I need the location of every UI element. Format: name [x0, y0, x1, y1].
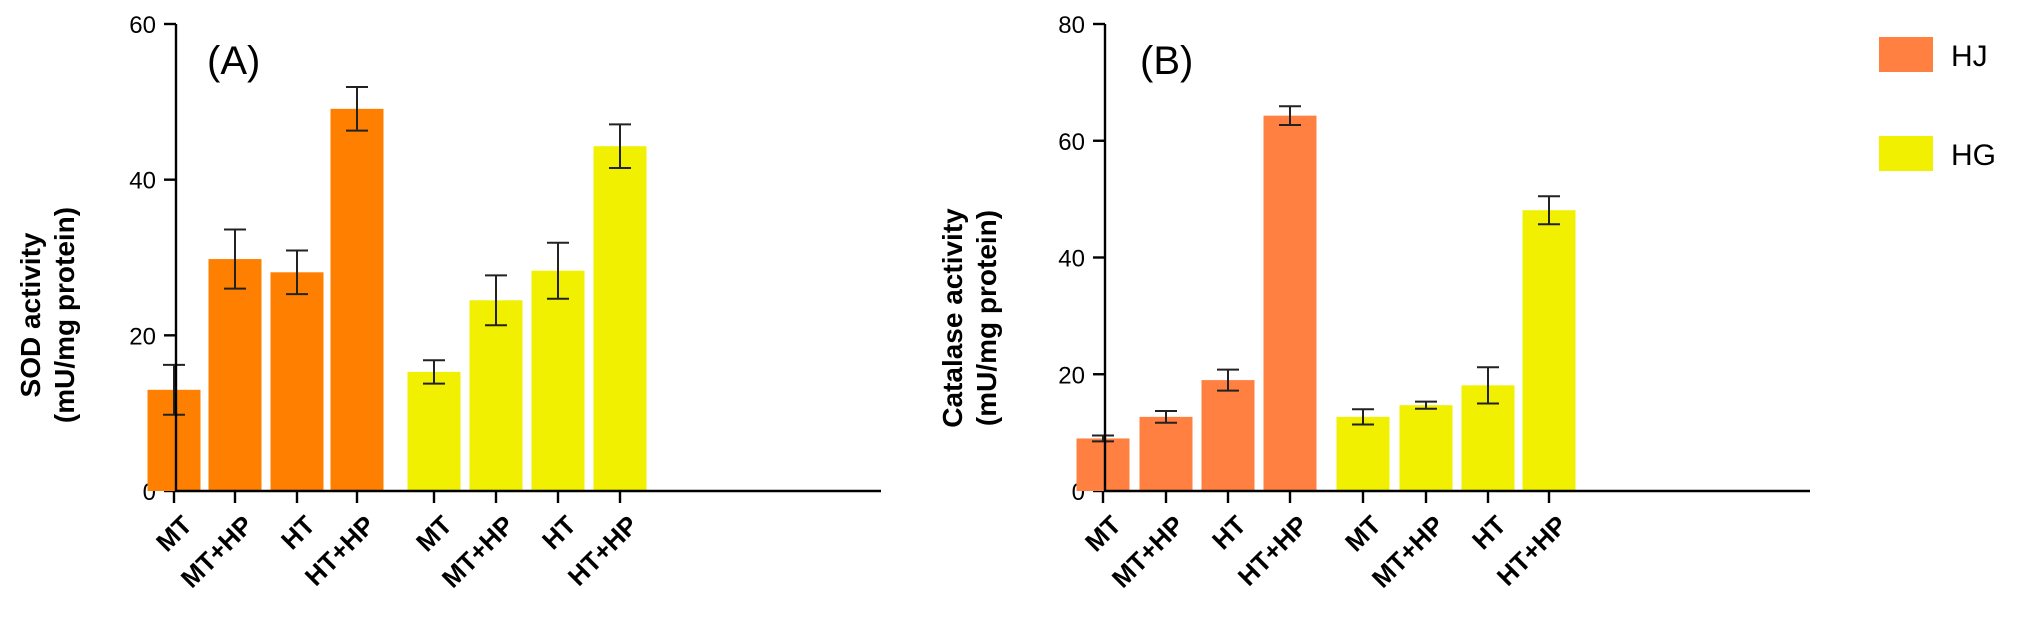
- panel-b-category-label: MT: [1079, 510, 1127, 558]
- panel-b-bars: [1076, 105, 1576, 492]
- legend-label-hj: HJ: [1951, 40, 1988, 73]
- panel-a-ytick-label: 40: [129, 168, 156, 195]
- panel-b-error-bar: [1279, 105, 1301, 126]
- panel-a-error-bar: [286, 249, 308, 296]
- legend-item-hj: HJ: [1879, 37, 1988, 73]
- panel-b-error-bar: [1352, 408, 1374, 426]
- panel-b-category-label: HT+HP: [1232, 510, 1314, 592]
- panel-b-bar-hj-mt: [1076, 438, 1130, 491]
- panel-a-error-bar: [485, 274, 507, 327]
- panel-b-bar-hg-mt: [1336, 416, 1390, 491]
- panel-b-bar-hj-ht: [1201, 380, 1255, 491]
- panel-a-error-bar: [547, 241, 569, 300]
- panel-b-ytick-label: 40: [1058, 246, 1085, 273]
- panel-a-category-label: MT: [410, 510, 458, 558]
- panel-a-error-bar: [423, 359, 445, 385]
- panel-a-category-label: HT+HP: [562, 510, 644, 592]
- panel-b-category-label: HT: [1466, 510, 1512, 556]
- panel-b-bar-hg-mt-hp: [1399, 405, 1453, 491]
- panel-b-ylabel-line2: (mU/mg protein): [971, 210, 1002, 426]
- legend: HJ HG: [1879, 37, 1996, 172]
- panel-b-error-bar: [1092, 434, 1114, 443]
- panel-a-category-label: HT: [275, 510, 321, 556]
- panel-b-bar-hj-ht-hp: [1263, 115, 1317, 492]
- panel-a-ylabel-line2: (mU/mg protein): [49, 207, 80, 423]
- panel-a-label: (A): [207, 39, 260, 83]
- panel-b-error-bar: [1415, 400, 1437, 410]
- panel-b-label: (B): [1140, 39, 1193, 83]
- panel-a-error-bar: [224, 228, 246, 290]
- legend-item-hg: HG: [1879, 136, 1996, 172]
- panel-a-bar-hg-ht-hp: [593, 146, 647, 491]
- panel-b-error-bar: [1155, 410, 1177, 424]
- panel-a-category-label: HT: [536, 510, 582, 556]
- panel-a-error-bar: [163, 363, 185, 416]
- panel-b-error-bar: [1538, 195, 1560, 226]
- panel-b-category-label: MT+HP: [1106, 510, 1190, 594]
- panel-a-ytick-label: 60: [129, 12, 156, 39]
- panel-a-bar-hg-mt-hp: [469, 300, 523, 491]
- panel-a-bars: [147, 86, 647, 492]
- panel-b-ytick-label: 60: [1058, 129, 1085, 156]
- panel-b-ylabel-line1: Catalase activity: [937, 208, 968, 428]
- panel-b-category-label: MT+HP: [1366, 510, 1450, 594]
- legend-swatch-hg: [1879, 136, 1933, 171]
- panel-b-category-label: HT+HP: [1491, 510, 1573, 592]
- panel-a-ylabel-line1: SOD activity: [15, 232, 46, 397]
- panel-a-bar-hg-mt: [407, 371, 461, 491]
- panel-b-error-bar: [1217, 368, 1239, 392]
- legend-label-hg: HG: [1951, 139, 1996, 172]
- panel-b-bar-hj-mt-hp: [1139, 416, 1193, 491]
- panel-a-error-bar: [609, 123, 631, 169]
- panel-b-category-label: MT: [1339, 510, 1387, 558]
- panel-a-category-label: MT: [150, 510, 198, 558]
- panel-b-ytick-label: 20: [1058, 362, 1085, 389]
- panel-a-error-bar: [346, 86, 368, 132]
- panel-a-bar-hj-mt-hp: [208, 259, 262, 491]
- panel-a-ytick-label: 20: [129, 323, 156, 350]
- panel-b-error-bar: [1477, 366, 1499, 405]
- panel-a-chart: SOD activity (mU/mg protein) (A) 0204060…: [15, 12, 881, 594]
- panel-b-category-label: HT: [1206, 510, 1252, 556]
- panel-a-bar-hg-ht: [531, 270, 585, 491]
- panel-b-ytick-label: 80: [1058, 12, 1085, 39]
- panel-a-bar-hj-ht-hp: [330, 108, 384, 492]
- panel-b-bar-hg-ht-hp: [1522, 210, 1576, 491]
- legend-swatch-hj: [1879, 37, 1933, 72]
- panel-a-bar-hj-ht: [270, 272, 324, 491]
- panel-b-chart: Catalase activity (mU/mg protein) (B) 02…: [937, 12, 1810, 594]
